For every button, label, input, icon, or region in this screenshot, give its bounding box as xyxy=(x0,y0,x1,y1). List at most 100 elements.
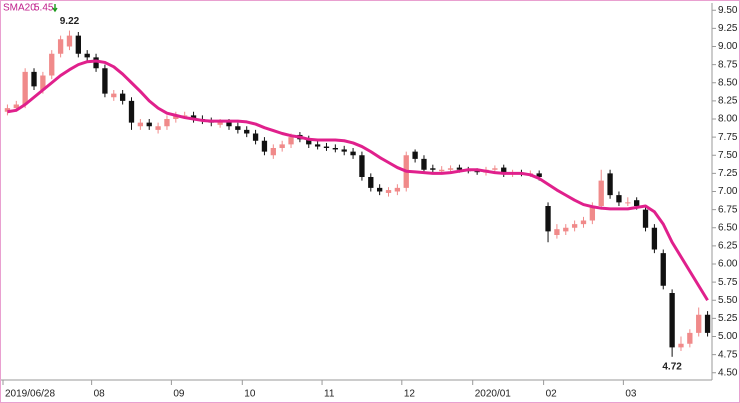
candle-body xyxy=(164,119,170,127)
y-tick-label: 5.75 xyxy=(718,277,738,288)
candle-body xyxy=(332,148,339,150)
candle-body xyxy=(350,151,356,156)
candle-body xyxy=(501,167,507,174)
candle-body xyxy=(13,104,19,109)
candle-body xyxy=(492,168,498,170)
candle-body xyxy=(376,187,383,192)
candle-body xyxy=(412,151,418,159)
candle-body xyxy=(651,227,658,250)
candle-body xyxy=(430,168,436,170)
candle-body xyxy=(368,177,374,188)
x-tick-label: 12 xyxy=(404,389,416,400)
y-tick-label: 6.50 xyxy=(718,222,738,233)
candle-body xyxy=(173,115,179,119)
y-tick-label: 7.50 xyxy=(718,150,738,161)
candle-body xyxy=(545,206,551,232)
candle-body xyxy=(66,35,73,47)
y-tick-label: 7.25 xyxy=(718,168,738,179)
candle-body xyxy=(660,253,666,286)
y-tick-label: 7.00 xyxy=(718,186,738,197)
annotation: 4.72 xyxy=(662,361,682,372)
x-tick-label: 02 xyxy=(546,389,558,400)
candle-body xyxy=(137,122,144,127)
candle-body xyxy=(421,158,427,170)
candle-body xyxy=(128,100,135,123)
candle-body xyxy=(111,93,117,98)
legend-value: 5.45 xyxy=(34,3,54,14)
y-tick-label: 6.00 xyxy=(718,259,738,270)
candle-body xyxy=(669,293,675,348)
x-tick-label: 2019/06/28 xyxy=(5,389,55,400)
candle-body xyxy=(84,53,90,58)
candle-body xyxy=(571,224,578,228)
y-tick-label: 5.50 xyxy=(718,295,738,306)
annotation: 9.22 xyxy=(60,16,80,27)
y-tick-label: 4.75 xyxy=(718,349,738,360)
x-tick-label: 08 xyxy=(94,389,106,400)
down-arrow-icon xyxy=(52,4,58,13)
candle-body xyxy=(447,168,454,170)
y-tick-label: 6.25 xyxy=(718,241,738,252)
candle-body xyxy=(217,121,223,125)
candle-body xyxy=(394,187,401,192)
candle-body xyxy=(244,129,250,134)
x-tick-label: 03 xyxy=(625,389,637,400)
y-tick-label: 7.75 xyxy=(718,132,738,143)
y-tick-label: 9.50 xyxy=(718,5,738,16)
candle-body xyxy=(49,53,55,76)
candle-body xyxy=(598,180,604,206)
candle-body xyxy=(102,68,108,94)
candle-body xyxy=(642,209,649,228)
candle-body xyxy=(323,146,330,148)
x-tick-label: 11 xyxy=(324,389,335,400)
candle-body xyxy=(190,115,197,119)
candle-body xyxy=(704,314,711,333)
candle-body xyxy=(270,148,276,156)
candle-body xyxy=(40,75,46,90)
candle-body xyxy=(93,57,99,69)
y-tick-label: 8.00 xyxy=(718,114,738,125)
y-tick-label: 8.25 xyxy=(718,96,738,107)
y-tick-label: 6.75 xyxy=(718,204,738,215)
y-tick-label: 4.50 xyxy=(718,367,738,378)
candle-body xyxy=(146,122,152,127)
candle-body xyxy=(589,206,596,221)
candle-body xyxy=(306,139,312,145)
candle-body xyxy=(580,220,587,225)
candle-body xyxy=(226,121,232,127)
candle-body xyxy=(439,169,445,172)
candle-body xyxy=(341,149,347,152)
candle-body xyxy=(474,171,480,173)
candle-body xyxy=(607,173,613,196)
candle-body xyxy=(155,126,161,130)
candle-body xyxy=(634,200,640,206)
candle-body xyxy=(385,190,392,193)
candle-body xyxy=(119,93,126,101)
legend-name: SMA20 xyxy=(3,3,36,14)
x-tick-label: 09 xyxy=(173,389,185,400)
candle-body xyxy=(616,195,622,203)
y-tick-label: 5.25 xyxy=(718,313,738,324)
candle-body xyxy=(554,229,560,235)
candle-body xyxy=(57,39,64,54)
y-tick-label: 9.00 xyxy=(718,41,738,52)
sma-line xyxy=(7,59,709,302)
candle-body xyxy=(314,144,321,147)
candle-body xyxy=(359,155,365,177)
y-tick-label: 5.00 xyxy=(718,331,738,342)
candle-body xyxy=(252,133,259,141)
candle-body xyxy=(4,108,11,112)
candle-body xyxy=(261,140,268,152)
candle-body xyxy=(456,167,463,170)
candle-body xyxy=(235,126,241,130)
y-tick-label: 9.25 xyxy=(718,23,738,34)
y-tick-label: 8.75 xyxy=(718,59,738,70)
candle-body xyxy=(536,173,542,177)
x-tick-label: 2020/01 xyxy=(475,389,512,400)
candle-body xyxy=(75,35,81,54)
candle-body xyxy=(288,137,294,145)
candle-body xyxy=(696,314,702,333)
candle-body xyxy=(279,144,285,148)
